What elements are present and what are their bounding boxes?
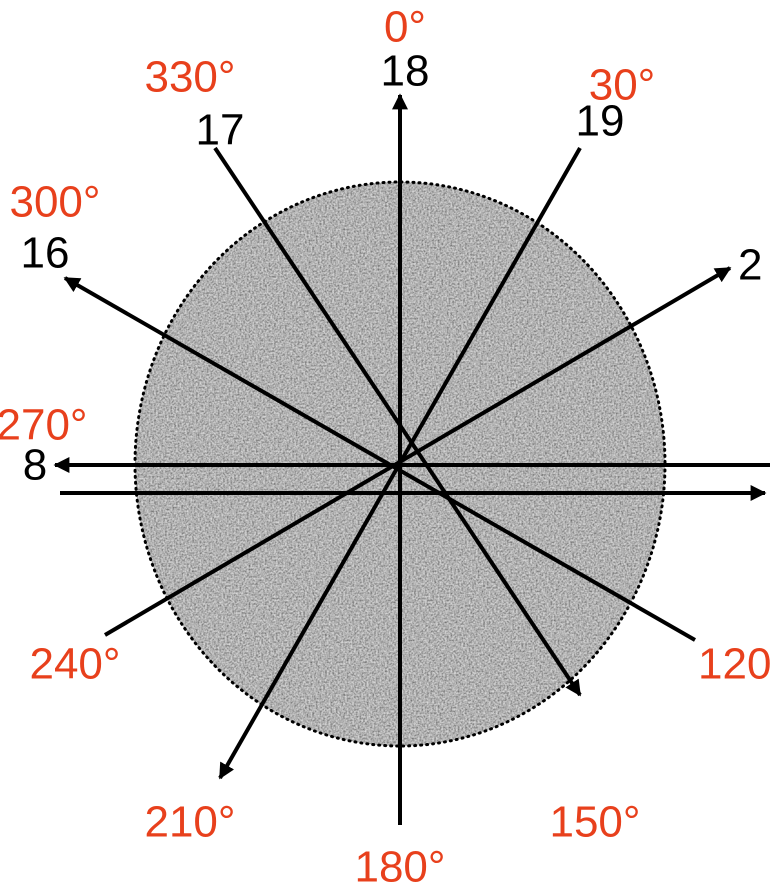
number-label: 17 xyxy=(196,106,245,155)
number-label: 19 xyxy=(576,97,625,146)
angle-label: 120 xyxy=(698,640,770,689)
angle-label: 240° xyxy=(29,640,120,689)
angle-label: 180° xyxy=(354,843,445,892)
number-label: 16 xyxy=(21,229,70,278)
diagram: 0° 18 330° 17 30° 19 300° 16 2 270° 8 24… xyxy=(0,0,770,892)
angle-label: 300° xyxy=(9,178,100,227)
number-label: 2 xyxy=(738,241,762,290)
angle-label: 210° xyxy=(144,798,235,847)
number-label: 8 xyxy=(23,441,47,490)
number-label: 18 xyxy=(381,47,430,96)
angle-label: 150° xyxy=(549,798,640,847)
angle-label: 330° xyxy=(144,53,235,102)
angle-label: 0° xyxy=(384,3,426,52)
